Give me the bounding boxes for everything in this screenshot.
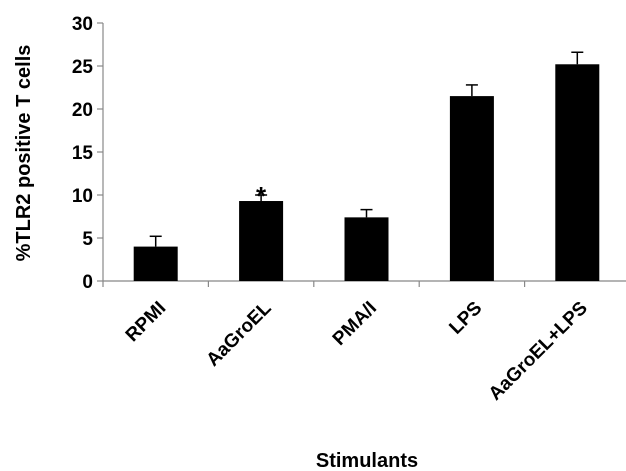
- y-tick-label: 30: [72, 14, 93, 35]
- y-tick-label: 10: [72, 186, 93, 207]
- bar-aagroel: [239, 201, 284, 281]
- x-tick-label: RPMI: [122, 298, 170, 346]
- bar-aagroel-lps: [555, 64, 600, 281]
- bar-lps: [449, 96, 494, 281]
- y-tick-label: 25: [72, 57, 94, 78]
- x-tick-label: AaGroEL+LPS: [485, 298, 592, 405]
- x-tick-label: AaGroEL: [203, 297, 276, 370]
- y-tick-label: 0: [82, 272, 93, 293]
- y-tick-label: 5: [82, 229, 93, 250]
- y-axis: 0 5 10 15 20 25 30: [72, 14, 104, 293]
- y-axis-title: %TLR2 positive T cells: [13, 45, 35, 262]
- bar-rpmi: [133, 246, 178, 281]
- bar-pma-i: [344, 217, 389, 281]
- x-tick-label: PMA/I: [329, 298, 381, 350]
- significance-asterisk: *: [256, 181, 267, 211]
- x-axis-title: Stimulants: [316, 450, 418, 471]
- x-tick-label: LPS: [445, 298, 486, 339]
- bars: *: [133, 51, 600, 281]
- y-tick-label: 15: [72, 143, 94, 164]
- y-tick-label: 20: [72, 100, 93, 121]
